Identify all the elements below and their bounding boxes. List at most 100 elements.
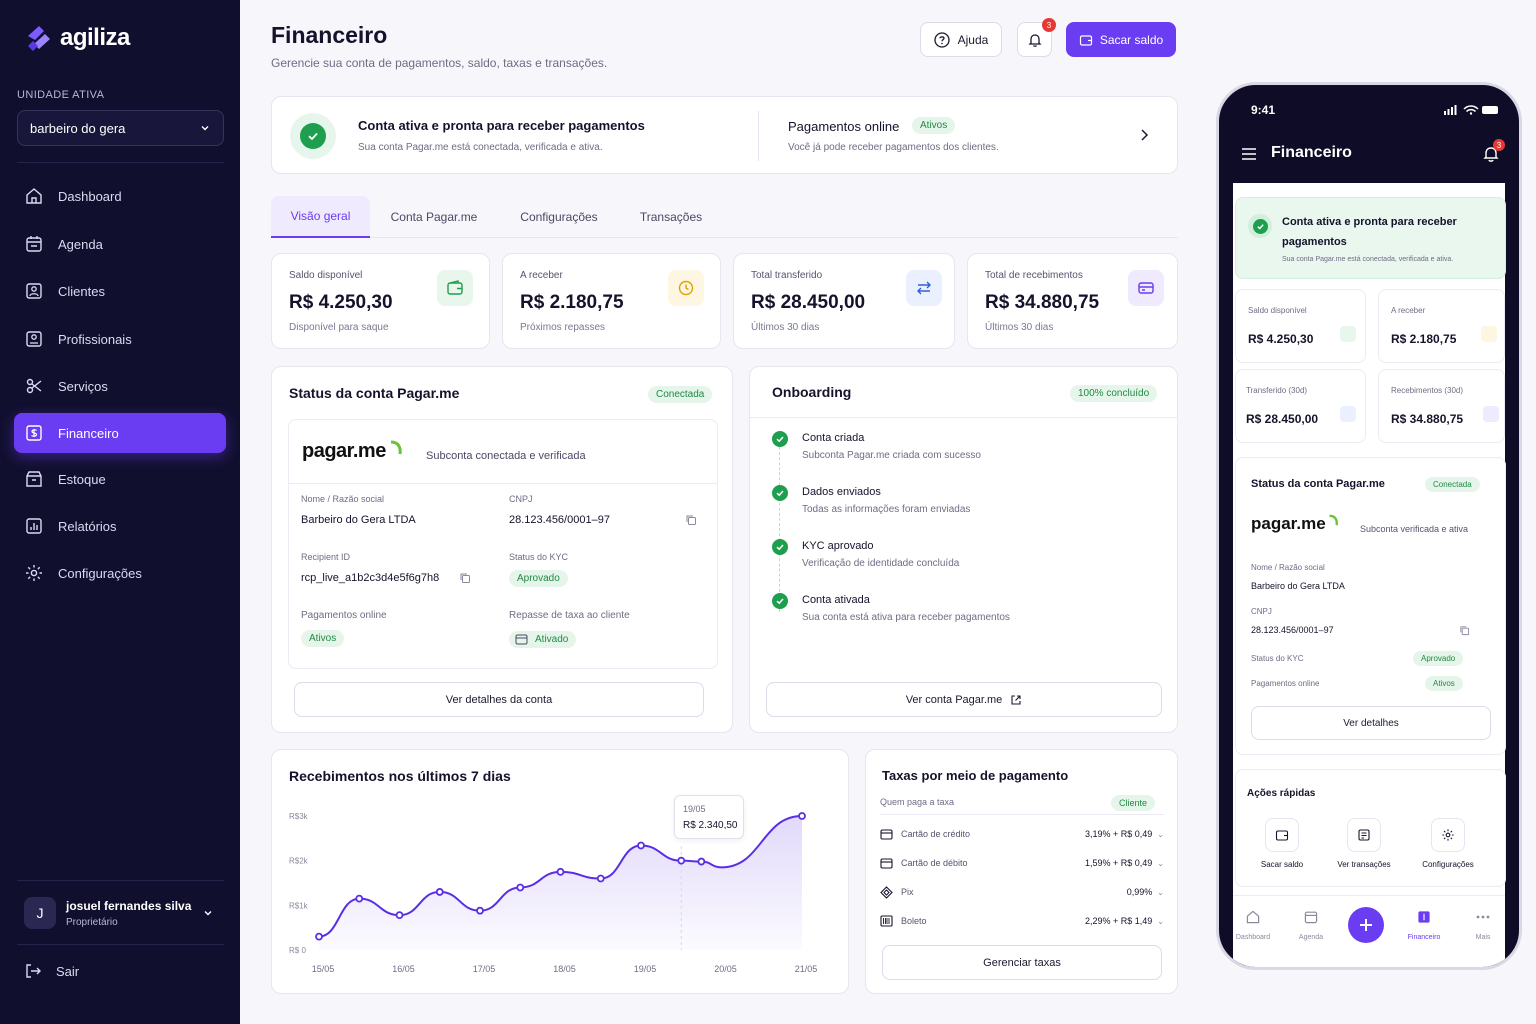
chart-point[interactable]	[798, 812, 806, 820]
progress-badge: 100% concluído	[1070, 385, 1158, 402]
x-tick-label: 19/05	[634, 964, 657, 974]
bottom-nav-financeiro[interactable]: Financeiro	[1399, 909, 1449, 941]
barcode-icon	[880, 915, 893, 927]
services-icon	[26, 378, 42, 394]
chart-point[interactable]	[677, 856, 686, 865]
chevron-down-icon: ⌄	[1157, 916, 1164, 926]
signal-wifi-battery-icon	[1444, 105, 1498, 115]
stat-label: Saldo disponível	[1248, 306, 1307, 315]
chevron-down-icon	[204, 911, 212, 916]
chart-point[interactable]	[355, 894, 364, 903]
fees-divider	[880, 814, 1164, 815]
check-icon	[772, 539, 788, 555]
phone-details-button[interactable]: Ver detalhes	[1251, 706, 1491, 740]
check-icon	[772, 593, 788, 609]
chart-point[interactable]	[435, 888, 444, 896]
check-icon	[772, 485, 788, 501]
quick-settings[interactable]: Configurações	[1412, 818, 1484, 869]
phone-notifications-button[interactable]: 3	[1483, 139, 1505, 168]
manage-fees-button[interactable]: Gerenciar taxas	[882, 945, 1162, 980]
bottom-nav-more[interactable]: Mais	[1463, 909, 1503, 941]
withdraw-button[interactable]: Sacar saldo	[1066, 22, 1176, 57]
stat-value: R$ 4.250,30	[289, 292, 393, 313]
brand-logo[interactable]: agiliza	[24, 22, 130, 54]
sidebar-item-agenda[interactable]: Agenda	[14, 224, 226, 264]
sidebar-item-relatorios[interactable]: Relatórios	[14, 506, 226, 546]
phone-screen: Conta ativa e pronta para receber pagame…	[1233, 183, 1506, 967]
tab-transactions[interactable]: Transações	[639, 210, 703, 224]
menu-icon[interactable]	[1241, 147, 1257, 161]
chart-point[interactable]	[637, 841, 645, 850]
tab-settings[interactable]: Configurações	[520, 210, 598, 224]
quick-withdraw[interactable]: Sacar saldo	[1252, 818, 1312, 869]
stat-label: A receber	[520, 270, 563, 281]
bottom-nav-agenda[interactable]: Agenda	[1291, 909, 1331, 941]
onboarding-card: Onboarding 100% concluído Conta criada S…	[749, 366, 1178, 733]
bottom-nav-dashboard[interactable]: Dashboard	[1233, 909, 1273, 941]
user-menu[interactable]: J josuel fernandes silva Proprietário	[17, 888, 224, 938]
unit-select[interactable]: barbeiro do gera	[17, 110, 224, 146]
fee-pass-label: Repasse de taxa ao cliente	[509, 610, 630, 621]
sidebar-item-profissionais[interactable]: Profissionais	[14, 319, 226, 359]
fee-row-boleto[interactable]: Boleto 2,29% + R$ 1,49 ⌄	[880, 911, 1164, 931]
status-badge: Ativos	[912, 117, 956, 134]
stat-label: Total de recebimentos	[985, 270, 1083, 281]
receipts-chart-card: Recebimentos nos últimos 7 dias R$ 0 R$1k…	[271, 749, 849, 994]
sidebar-item-label: Configurações	[58, 565, 142, 581]
chart-point[interactable]	[556, 867, 565, 876]
sidebar-item-clientes[interactable]: Clientes	[14, 271, 226, 311]
tab-pagarme-account[interactable]: Conta Pagar.me	[390, 210, 478, 224]
help-button[interactable]: Ajuda	[920, 22, 1002, 57]
notification-badge: 3	[1493, 139, 1505, 151]
mobile-preview: 9:41 Financeiro 3 Conta ativa e pronta p…	[1216, 82, 1522, 970]
banner-divider	[758, 111, 759, 161]
copy-icon[interactable]	[685, 514, 697, 526]
chart-point[interactable]	[697, 857, 706, 866]
online-payments-badge: Ativos	[1425, 676, 1463, 691]
timeline-line	[779, 447, 780, 612]
logout-button[interactable]: Sair	[24, 962, 79, 980]
add-button[interactable]	[1348, 907, 1384, 943]
sidebar-item-label: Agenda	[58, 236, 103, 252]
notifications-button[interactable]: 3	[1017, 18, 1056, 57]
stat-value: R$ 34.880,75	[1391, 412, 1464, 426]
cnpj-value: 28.123.456/0001–97	[509, 514, 610, 526]
section-title: Ações rápidas	[1247, 788, 1316, 799]
tab-overview[interactable]: Visão geral	[271, 196, 370, 238]
fee-value: 2,29% + R$ 1,49	[1084, 916, 1153, 926]
kyc-badge: Aprovado	[509, 570, 568, 587]
stat-label: Transferido (30d)	[1246, 386, 1308, 395]
check-icon	[772, 431, 788, 447]
phone-quick-actions: Ações rápidas Sacar saldo Ver transações…	[1235, 769, 1506, 887]
sidebar-item-financeiro[interactable]: Financeiro	[14, 413, 226, 453]
fee-row-debit[interactable]: Cartão de débito 1,59% + R$ 0,49 ⌄	[880, 853, 1164, 873]
online-payments-title: Pagamentos online	[788, 119, 900, 134]
view-pagarme-button[interactable]: Ver conta Pagar.me	[766, 682, 1162, 717]
account-details-button[interactable]: Ver detalhes da conta	[294, 682, 704, 717]
chart-point[interactable]	[476, 906, 484, 915]
user-name: josuel fernandes silva	[66, 898, 192, 913]
quick-transactions[interactable]: Ver transações	[1328, 818, 1400, 869]
professionals-icon	[26, 331, 42, 347]
chart-point[interactable]	[596, 874, 605, 883]
chart-point[interactable]	[315, 932, 323, 941]
stat-value: R$ 34.880,75	[985, 292, 1100, 313]
chevron-right-icon[interactable]	[1136, 127, 1152, 143]
sidebar-item-configuracoes[interactable]: Configurações	[14, 553, 226, 593]
copy-icon[interactable]	[459, 572, 471, 584]
step-subtitle: Todas as informações foram enviadas	[802, 504, 971, 515]
banner-subtitle: Sua conta Pagar.me está conectada, verif…	[358, 142, 603, 153]
recipient-value: rcp_live_a1b2c3d4e5f6g7h8	[301, 572, 440, 584]
sidebar-item-servicos[interactable]: Serviços	[14, 366, 226, 406]
phone-banner: Conta ativa e pronta para receber pagame…	[1235, 197, 1506, 279]
chart-point[interactable]	[516, 883, 525, 892]
sidebar: agiliza UNIDADE ATIVA barbeiro do gera D…	[0, 0, 240, 1024]
phone-stat-card: A receber R$ 2.180,75	[1378, 289, 1505, 363]
fee-row-credit[interactable]: Cartão de crédito 3,19% + R$ 0,49 ⌄	[880, 824, 1164, 844]
chart-point[interactable]	[395, 911, 404, 920]
copy-icon[interactable]	[1459, 625, 1470, 636]
fee-row-pix[interactable]: Pix 0,99% ⌄	[880, 882, 1164, 902]
sidebar-item-dashboard[interactable]: Dashboard	[14, 176, 226, 216]
sidebar-item-estoque[interactable]: Estoque	[14, 459, 226, 499]
bell-icon	[1483, 147, 1499, 162]
